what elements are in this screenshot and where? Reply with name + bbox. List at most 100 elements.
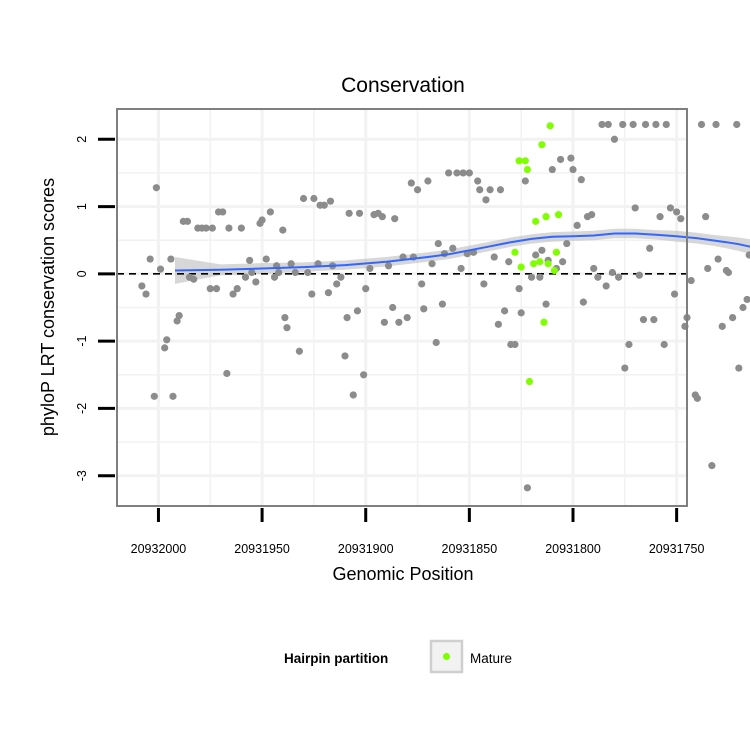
- data-point-other: [662, 120, 670, 129]
- data-point-other: [594, 273, 602, 281]
- x-tick-label: 20932000: [131, 542, 187, 556]
- data-point-other: [650, 316, 658, 324]
- data-point-other: [353, 307, 362, 315]
- data-point-other: [702, 213, 710, 221]
- x-tick-label: 20931950: [234, 542, 290, 556]
- data-point-other: [567, 154, 575, 162]
- data-point-other: [428, 260, 436, 268]
- data-point-other: [380, 318, 388, 326]
- data-point-other: [449, 244, 457, 252]
- data-point-other: [577, 176, 585, 184]
- data-point-other: [208, 224, 216, 232]
- data-point-other: [295, 347, 303, 355]
- data-point-other: [677, 215, 685, 223]
- data-point-other: [635, 271, 643, 279]
- data-point-other: [343, 313, 351, 322]
- data-point-other: [521, 177, 529, 185]
- data-point-other: [608, 268, 616, 277]
- data-point-other: [299, 194, 308, 203]
- data-point-other: [486, 186, 494, 194]
- data-point-mature: [554, 211, 563, 219]
- data-point-other: [621, 364, 629, 372]
- data-point-other: [418, 280, 426, 288]
- legend-mature-marker: [442, 652, 451, 661]
- data-point-other: [704, 264, 712, 273]
- data-point-other: [670, 290, 679, 298]
- points-mature-layer: [511, 122, 563, 386]
- data-point-other: [708, 462, 716, 470]
- data-point-other: [490, 253, 498, 261]
- data-point-other: [252, 278, 260, 286]
- data-point-other: [457, 264, 465, 273]
- data-point-other: [563, 239, 571, 248]
- data-point-other: [434, 239, 442, 248]
- data-point-other: [233, 285, 241, 293]
- data-point-other: [693, 394, 701, 402]
- data-point-other: [248, 268, 256, 277]
- legend-title: Hairpin partition: [284, 651, 388, 666]
- data-point-other: [590, 264, 598, 273]
- panel-grid: [117, 109, 687, 506]
- data-point-other: [501, 307, 509, 315]
- data-point-other: [639, 316, 648, 324]
- data-point-other: [169, 392, 177, 400]
- panel-border: [116, 108, 688, 507]
- data-point-other: [733, 120, 741, 129]
- y-tick-label: 1: [75, 203, 89, 210]
- data-point-other: [241, 273, 250, 281]
- x-tick-label: 20931850: [442, 542, 498, 556]
- data-point-other: [407, 179, 415, 187]
- x-tick-label: 20931900: [338, 542, 394, 556]
- data-point-other: [229, 290, 237, 298]
- x-axis: 20932000 20931950 20931900 20931850 20931800…: [131, 508, 705, 556]
- data-point-other: [453, 169, 461, 177]
- data-point-other: [646, 244, 654, 252]
- y-axis-label: phyloP LRT conservation scores: [38, 178, 58, 436]
- data-point-other: [275, 268, 283, 277]
- data-point-other: [420, 305, 428, 313]
- y-axis: -3 -2 -1 0 1 2: [75, 136, 115, 481]
- data-point-other: [333, 280, 341, 288]
- data-point-other: [413, 186, 422, 194]
- data-point-mature: [538, 141, 546, 149]
- data-point-other: [206, 285, 214, 293]
- data-point-mature: [530, 260, 538, 268]
- data-point-other: [258, 216, 266, 224]
- data-point-other: [602, 282, 610, 290]
- data-point-other: [366, 264, 374, 273]
- x-tick-label: 20931750: [649, 542, 705, 556]
- data-point-other: [345, 209, 353, 217]
- data-point-other: [459, 169, 467, 177]
- data-point-other: [287, 260, 295, 268]
- data-point-other: [604, 120, 612, 129]
- data-point-other: [579, 298, 587, 306]
- data-point-other: [588, 211, 596, 219]
- data-point-other: [279, 226, 287, 234]
- data-point-other: [496, 186, 505, 194]
- data-point-other: [262, 255, 270, 263]
- data-point-other: [395, 318, 403, 326]
- data-point-other: [219, 208, 227, 216]
- data-point-other: [538, 246, 546, 254]
- data-point-other: [482, 196, 490, 204]
- data-point-other: [281, 313, 289, 322]
- data-point-other: [438, 300, 447, 308]
- data-point-other: [161, 344, 169, 352]
- data-point-other: [341, 352, 349, 360]
- smooth-confidence-band: [175, 228, 750, 284]
- data-point-other: [202, 224, 210, 232]
- data-point-other: [745, 251, 750, 259]
- data-point-other: [146, 255, 154, 263]
- data-point-mature: [523, 165, 532, 174]
- data-point-mature: [546, 122, 554, 130]
- data-point-other: [511, 340, 519, 349]
- data-point-other: [378, 213, 386, 221]
- data-point-other: [712, 120, 720, 129]
- data-point-other: [349, 391, 357, 399]
- data-point-other: [714, 255, 722, 263]
- data-point-other: [641, 120, 650, 129]
- legend-mature-label: Mature: [470, 651, 512, 666]
- data-point-other: [652, 120, 660, 129]
- data-point-other: [573, 221, 581, 230]
